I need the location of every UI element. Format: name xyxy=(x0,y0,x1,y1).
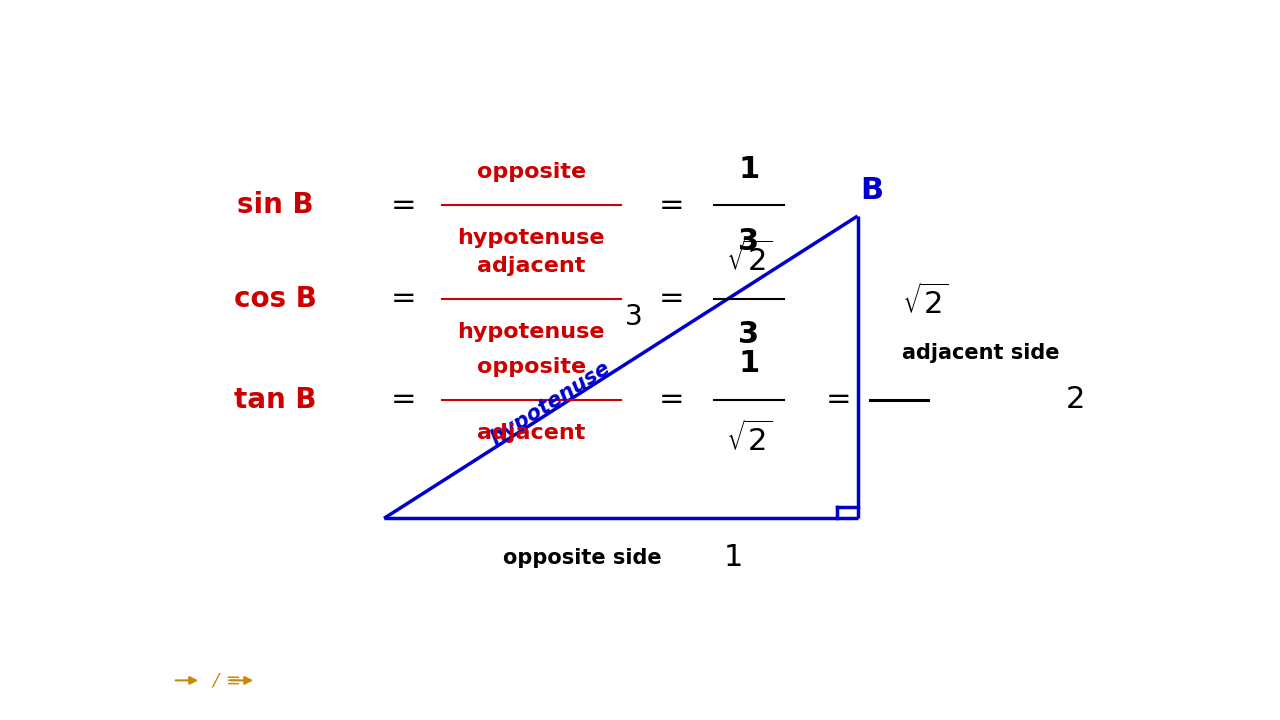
Text: adjacent: adjacent xyxy=(477,423,585,443)
Text: B: B xyxy=(860,176,883,205)
Text: 3: 3 xyxy=(739,227,759,256)
Text: adjacent side: adjacent side xyxy=(902,343,1060,363)
Text: 3: 3 xyxy=(739,320,759,349)
Text: 1: 1 xyxy=(739,155,759,184)
Text: =: = xyxy=(826,385,851,414)
Text: opposite: opposite xyxy=(476,356,586,377)
Text: =: = xyxy=(390,191,416,220)
Text: hypotenuse: hypotenuse xyxy=(486,358,614,449)
Text: $\sqrt{2}$: $\sqrt{2}$ xyxy=(726,421,772,457)
Text: ≡: ≡ xyxy=(225,671,241,690)
Text: 3: 3 xyxy=(625,303,643,330)
Text: 2: 2 xyxy=(1065,385,1085,414)
Text: sin B: sin B xyxy=(237,192,314,219)
Text: 1: 1 xyxy=(723,544,742,572)
Text: 1: 1 xyxy=(739,349,759,378)
Text: =: = xyxy=(659,191,685,220)
Text: $\sqrt{2}$: $\sqrt{2}$ xyxy=(902,284,948,320)
Text: /: / xyxy=(212,671,218,690)
Text: opposite: opposite xyxy=(476,162,586,182)
Text: hypotenuse: hypotenuse xyxy=(457,228,605,248)
Text: $\sqrt{2}$: $\sqrt{2}$ xyxy=(726,241,772,277)
Text: =: = xyxy=(659,385,685,414)
Text: =: = xyxy=(390,385,416,414)
Text: cos B: cos B xyxy=(234,285,316,312)
Text: hypotenuse: hypotenuse xyxy=(457,322,605,342)
Text: adjacent: adjacent xyxy=(477,256,585,276)
Text: =: = xyxy=(659,284,685,313)
Text: tan B: tan B xyxy=(234,386,316,413)
Text: =: = xyxy=(390,284,416,313)
Text: opposite side: opposite side xyxy=(503,548,662,568)
